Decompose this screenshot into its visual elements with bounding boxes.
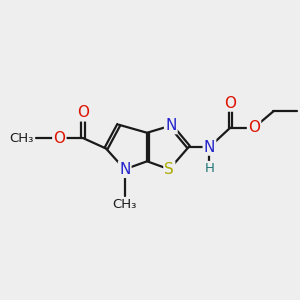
- Text: O: O: [224, 95, 236, 110]
- Text: CH₃: CH₃: [9, 132, 33, 145]
- Text: S: S: [164, 162, 174, 177]
- Text: N: N: [165, 118, 176, 133]
- Text: N: N: [119, 162, 130, 177]
- Text: N: N: [204, 140, 215, 154]
- Text: O: O: [248, 120, 260, 135]
- Text: H: H: [205, 162, 214, 175]
- Text: O: O: [53, 130, 65, 146]
- Text: O: O: [77, 105, 89, 120]
- Text: CH₃: CH₃: [112, 198, 137, 212]
